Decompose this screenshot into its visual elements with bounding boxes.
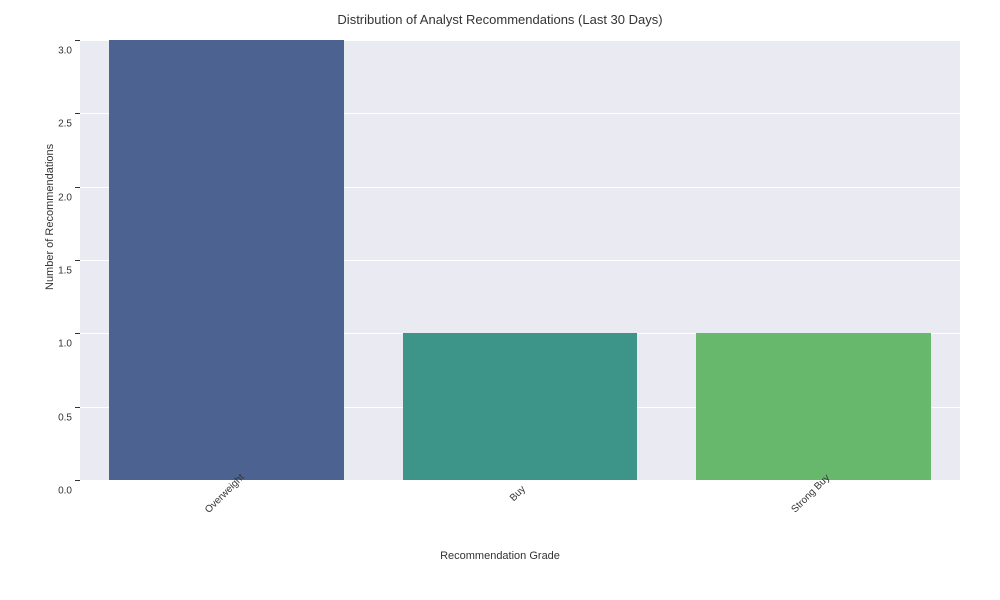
- y-tick-label: 0.0: [58, 486, 72, 497]
- x-tick-label: Buy: [508, 484, 528, 504]
- y-tick-label: 3.0: [58, 46, 72, 57]
- chart-container: Distribution of Analyst Recommendations …: [0, 0, 1000, 600]
- y-tick-label: 2.5: [58, 119, 72, 130]
- bar: [109, 40, 344, 480]
- y-tick-mark: [75, 333, 80, 334]
- y-tick-mark: [75, 40, 80, 41]
- bar: [696, 333, 931, 480]
- y-tick-mark: [75, 407, 80, 408]
- y-tick-mark: [75, 187, 80, 188]
- plot-area: [80, 40, 960, 480]
- y-tick-label: 1.0: [58, 339, 72, 350]
- y-axis-label: Number of Recommendations: [44, 230, 56, 290]
- y-tick-mark: [75, 113, 80, 114]
- y-tick-label: 0.5: [58, 412, 72, 423]
- y-tick-label: 1.5: [58, 266, 72, 277]
- x-axis-label: Recommendation Grade: [0, 550, 1000, 562]
- y-tick-mark: [75, 260, 80, 261]
- y-tick-mark: [75, 480, 80, 481]
- y-tick-label: 2.0: [58, 192, 72, 203]
- bar: [403, 333, 638, 480]
- chart-title: Distribution of Analyst Recommendations …: [0, 12, 1000, 27]
